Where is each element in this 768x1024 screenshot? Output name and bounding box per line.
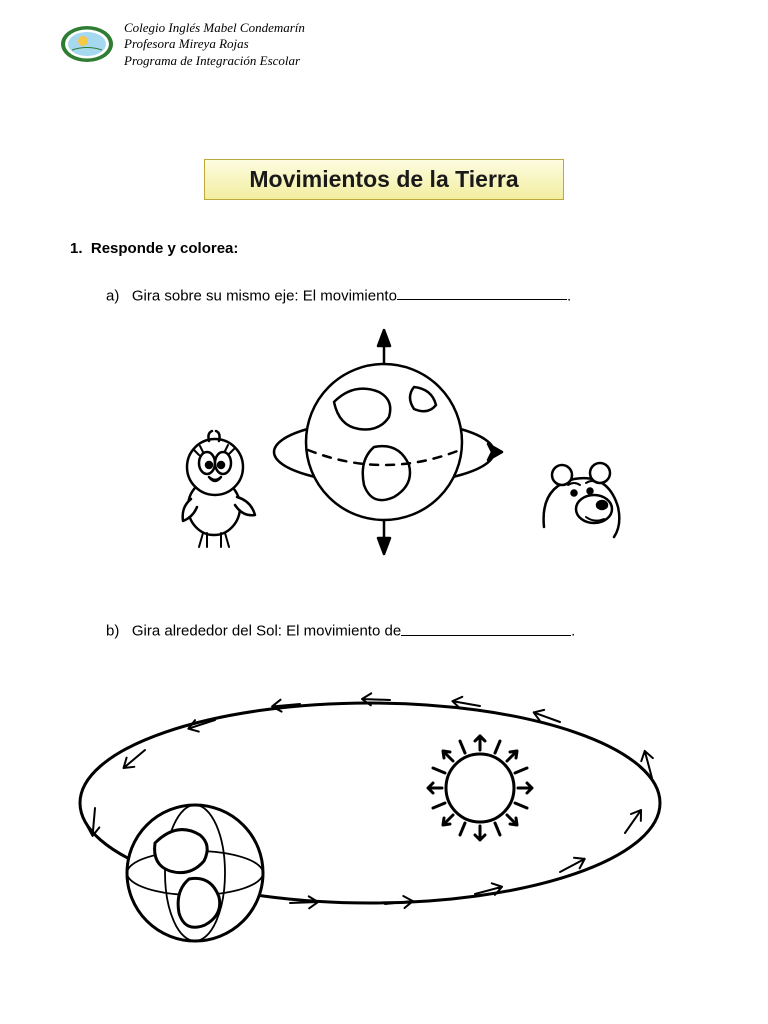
page-header: Colegio Inglés Mabel Condemarín Profesor… — [0, 0, 768, 69]
earth-rotation-icon — [274, 330, 502, 554]
figure-translation — [40, 658, 698, 958]
worksheet-title: Movimientos de la Tierra — [204, 159, 564, 200]
item-a: a) Gira sobre su mismo eje: El movimient… — [106, 287, 698, 305]
item-a-blank[interactable] — [397, 287, 567, 301]
character-left-icon — [183, 431, 255, 547]
figure-rotation — [70, 322, 698, 582]
header-text-block: Colegio Inglés Mabel Condemarín Profesor… — [124, 20, 305, 69]
question-1: 1. Responde y colorea: — [70, 240, 698, 257]
item-b-letter: b) — [106, 623, 119, 640]
question-prompt: Responde y colorea: — [91, 240, 239, 257]
header-line-1: Colegio Inglés Mabel Condemarín — [124, 20, 305, 36]
item-b-trail: . — [571, 623, 575, 640]
header-line-2: Profesora Mireya Rojas — [124, 36, 305, 52]
item-a-text: Gira sobre su mismo eje: El movimiento — [132, 287, 397, 304]
question-number: 1. — [70, 240, 83, 257]
content-area: 1. Responde y colorea: a) Gira sobre su … — [0, 240, 768, 958]
item-a-letter: a) — [106, 287, 119, 304]
item-b-blank[interactable] — [401, 622, 571, 636]
item-a-trail: . — [567, 287, 571, 304]
item-b-text: Gira alrededor del Sol: El movimiento de — [132, 623, 401, 640]
sun-icon — [428, 736, 532, 840]
school-logo — [60, 25, 114, 63]
character-right-icon — [544, 463, 620, 537]
earth-orbit-icon — [127, 805, 263, 941]
item-b: b) Gira alrededor del Sol: El movimiento… — [106, 622, 698, 640]
header-line-3: Programa de Integración Escolar — [124, 53, 305, 69]
